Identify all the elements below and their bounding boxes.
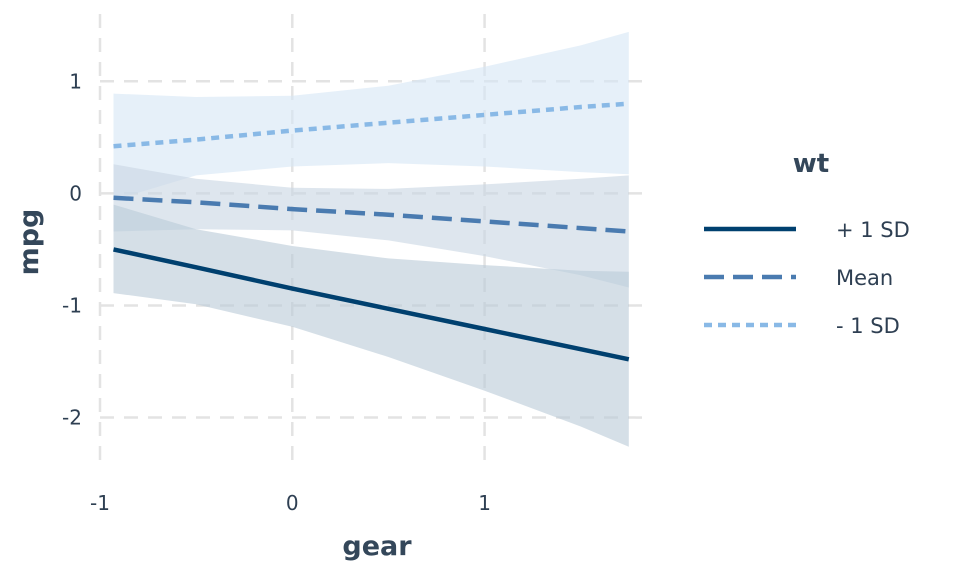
legend-label: - 1 SD <box>836 314 900 338</box>
legend-label: + 1 SD <box>836 218 910 242</box>
y-tick-label: -2 <box>62 406 82 430</box>
x-axis-title: gear <box>342 531 412 562</box>
confidence-bands <box>113 31 629 447</box>
confidence-band-2 <box>113 31 629 201</box>
y-tick-label: 1 <box>69 69 82 93</box>
y-axis-title: mpg <box>14 209 45 276</box>
series-lines <box>113 101 630 362</box>
legend-items: + 1 SD Mean - 1 SD <box>704 218 910 338</box>
legend: wt + 1 SD Mean - 1 SD <box>704 149 910 338</box>
series-line-0 <box>113 247 630 362</box>
y-tick-label: -1 <box>62 293 82 317</box>
x-tick-label: -1 <box>90 491 110 515</box>
x-tick-label: 1 <box>478 491 491 515</box>
series-line-2 <box>113 101 629 149</box>
x-axis-ticks: -1 0 1 <box>90 491 491 515</box>
x-tick-label: 0 <box>286 491 299 515</box>
legend-label: Mean <box>836 266 893 290</box>
y-axis-ticks: 1 0 -1 -2 <box>62 69 82 429</box>
confidence-band-0 <box>113 204 629 447</box>
series-line-1 <box>113 195 629 234</box>
legend-title: wt <box>793 149 829 179</box>
confidence-band-1 <box>113 164 629 288</box>
y-tick-label: 0 <box>69 181 82 205</box>
